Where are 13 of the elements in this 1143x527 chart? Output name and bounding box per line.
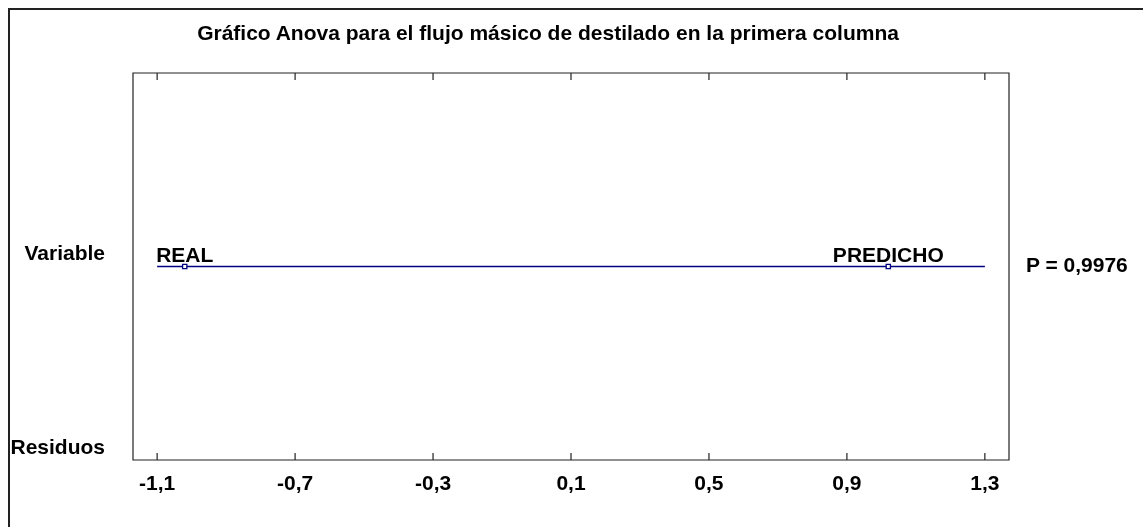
x-tick-label: 1,3: [970, 471, 1000, 495]
x-tick-label: 0,1: [556, 471, 586, 495]
x-tick-label: -0,3: [414, 471, 452, 495]
series-label: PREDICHO: [832, 242, 944, 266]
series-label: REAL: [156, 242, 214, 266]
text: P = 0,9976: [1026, 253, 1128, 277]
x-tick-label: -1,1: [139, 471, 176, 495]
y-tick-label: Variable: [24, 241, 105, 265]
x-tick-label: -0,7: [277, 471, 314, 495]
x-tick-label: 0,5: [694, 471, 724, 495]
chart-title: Gráfico Anova para el flujo másico de destilado en la primera columna: [197, 20, 900, 44]
y-tick-label: Residuos: [10, 434, 105, 458]
x-tick-label: 0,9: [832, 471, 862, 495]
